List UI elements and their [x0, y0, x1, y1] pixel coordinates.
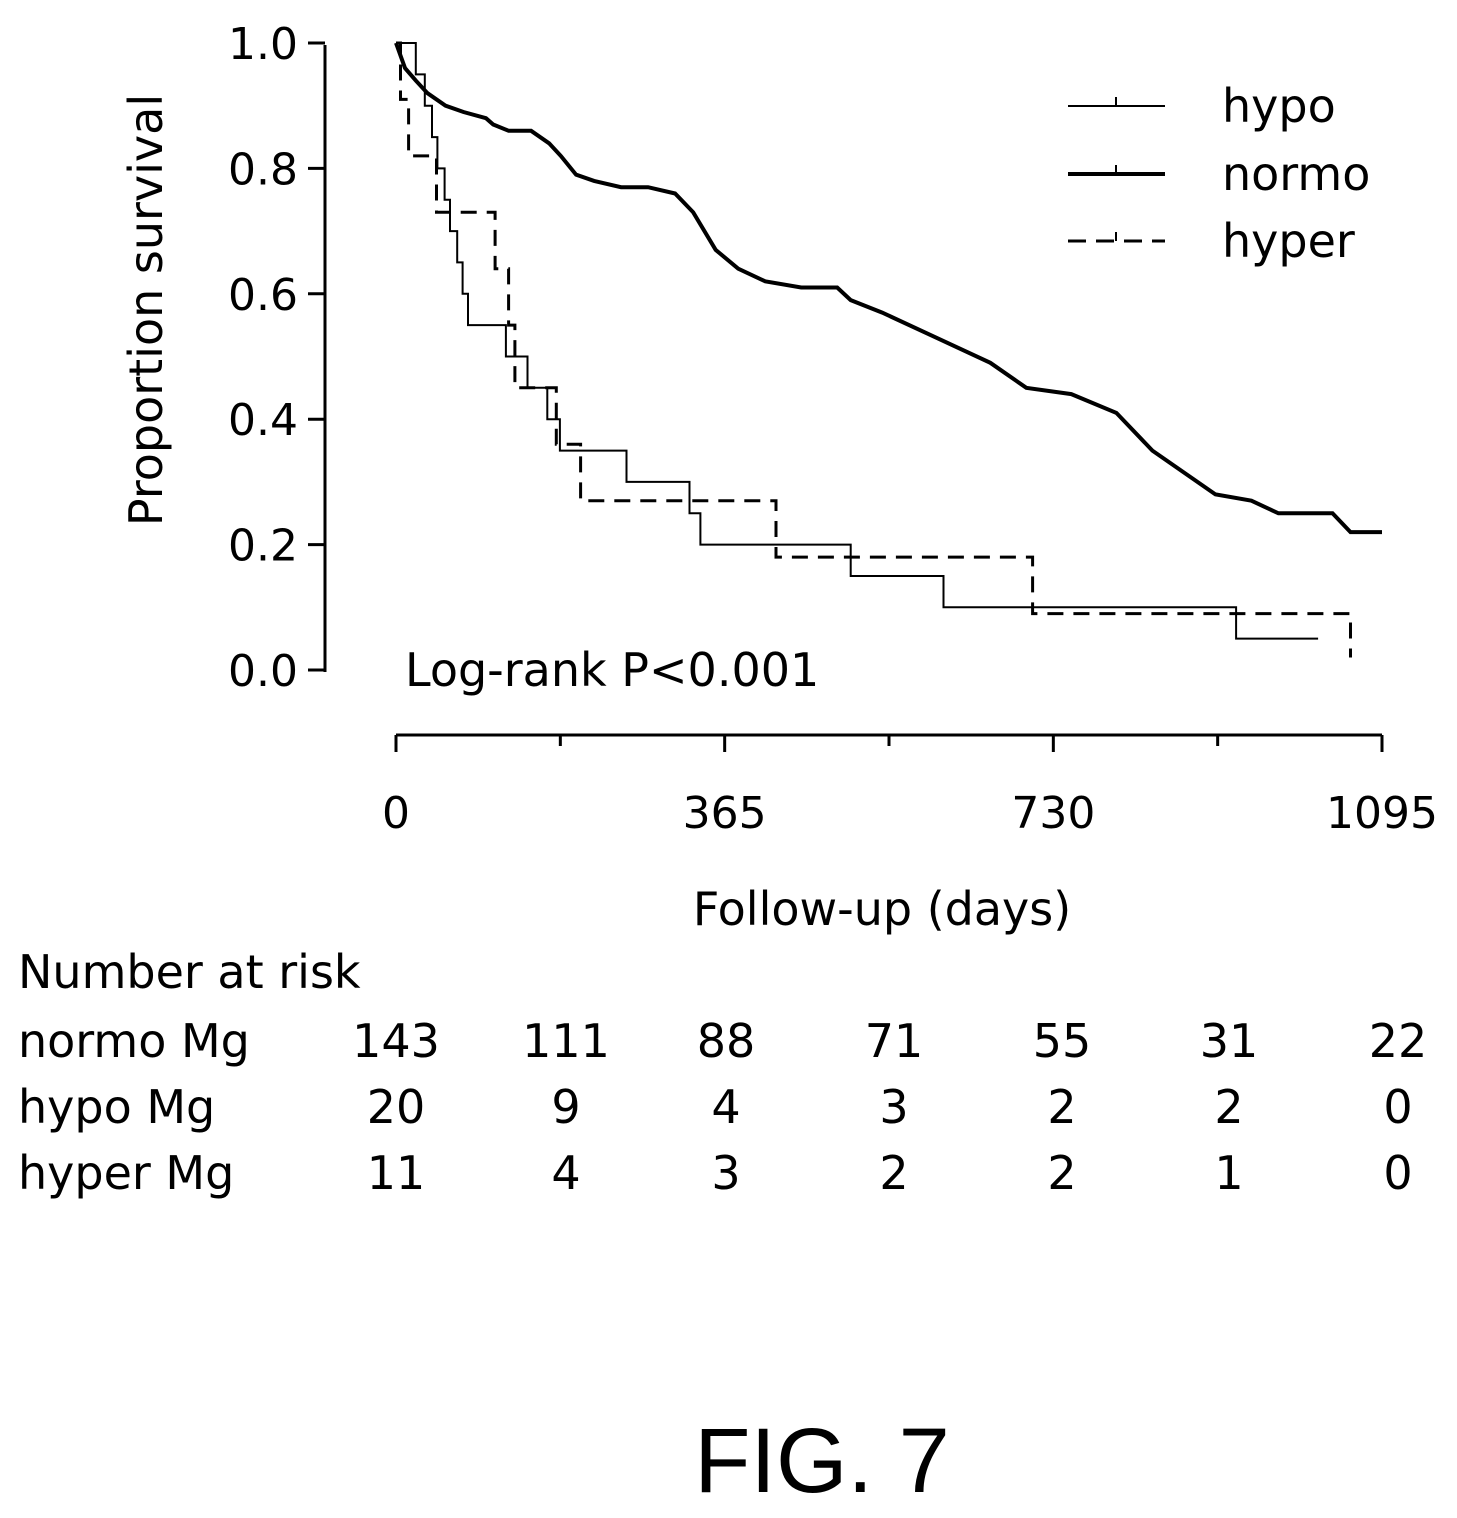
x-axis-title: Follow-up (days)	[693, 882, 1071, 936]
risk-table: Number at risk normo Mg 143 111 88 71 55 31 22h…	[18, 945, 1427, 1200]
risk-value: 1	[1214, 1146, 1243, 1200]
x-tick-label: 365	[683, 788, 767, 839]
legend-label-hypo: hypo	[1222, 79, 1336, 133]
risk-value: 2	[879, 1146, 908, 1200]
risk-value: 111	[522, 1014, 610, 1068]
y-tick-label: 0.2	[228, 521, 298, 572]
risk-value: 3	[711, 1146, 740, 1200]
risk-value: 88	[697, 1014, 756, 1068]
risk-value: 20	[367, 1080, 426, 1134]
risk-value: 22	[1369, 1014, 1428, 1068]
series-line-hypo	[396, 42, 1319, 640]
y-tick-label: 0.8	[228, 144, 298, 195]
risk-value: 143	[352, 1014, 440, 1068]
risk-value: 2	[1047, 1080, 1076, 1134]
y-tick-label: 0.4	[228, 395, 298, 446]
x-tick-label: 730	[1011, 788, 1095, 839]
series-layer	[394, 41, 1382, 658]
y-axis-title: Proportion survival	[119, 94, 173, 526]
legend-item-hyper: hyper	[1068, 214, 1355, 268]
risk-row-label: hyper Mg	[18, 1146, 234, 1200]
log-rank-annotation: Log-rank P<0.001	[405, 643, 819, 697]
legend-label-hyper: hyper	[1222, 214, 1355, 268]
x-tick-label: 0	[382, 788, 410, 839]
risk-table-title: Number at risk	[18, 945, 361, 999]
y-ticks: 0.0 0.2 0.4 0.6 0.8 1.0	[228, 19, 325, 697]
y-tick-label: 0.6	[228, 270, 298, 321]
risk-value: 71	[865, 1014, 924, 1068]
risk-value: 2	[1214, 1080, 1243, 1134]
series-line-normo	[394, 42, 1382, 535]
risk-row-label: normo Mg	[18, 1014, 250, 1068]
x-tick-label: 1095	[1326, 788, 1438, 839]
risk-value: 31	[1200, 1014, 1259, 1068]
y-tick-label: 1.0	[228, 19, 298, 70]
risk-row-label: hypo Mg	[18, 1080, 215, 1134]
legend: hypo normo hyper	[1068, 79, 1370, 268]
risk-value: 55	[1033, 1014, 1092, 1068]
risk-value: 9	[551, 1080, 580, 1134]
legend-label-normo: normo	[1222, 147, 1370, 201]
risk-value: 4	[711, 1080, 740, 1134]
risk-value: 0	[1383, 1146, 1412, 1200]
risk-value: 11	[367, 1146, 426, 1200]
y-tick-label: 0.0	[228, 646, 298, 697]
risk-value: 3	[879, 1080, 908, 1134]
risk-value: 4	[551, 1146, 580, 1200]
legend-item-hypo: hypo	[1068, 79, 1336, 133]
series-line-hyper	[396, 41, 1352, 658]
legend-item-normo: normo	[1068, 147, 1370, 201]
x-axis: 0 365 730 1095 Follow-up (days)	[382, 733, 1438, 936]
x-ticks: 0 365 730 1095	[382, 735, 1438, 839]
risk-value: 0	[1383, 1080, 1412, 1134]
figure-caption: FIG. 7	[694, 1410, 950, 1512]
y-axis: 0.0 0.2 0.4 0.6 0.8 1.0 Proportion survival	[119, 19, 327, 697]
risk-value: 2	[1047, 1146, 1076, 1200]
